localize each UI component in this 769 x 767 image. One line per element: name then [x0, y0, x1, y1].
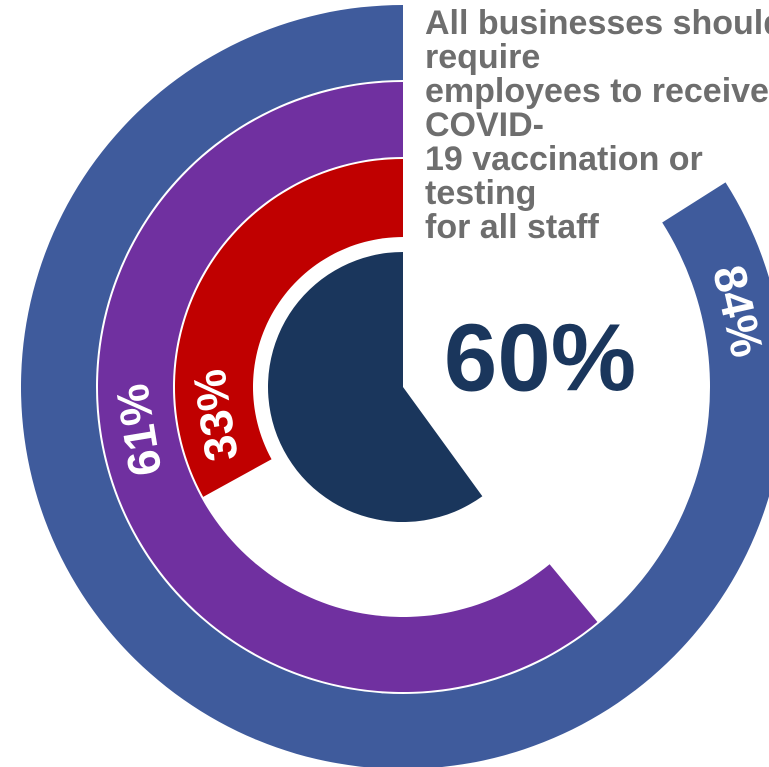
center-value-label: 60%: [444, 305, 636, 412]
ring-33-bar: [175, 159, 403, 497]
chart-title: All businesses should require employees …: [425, 4, 769, 246]
ring-61-bar: [97, 82, 598, 693]
pie-60-bar: [267, 252, 483, 522]
